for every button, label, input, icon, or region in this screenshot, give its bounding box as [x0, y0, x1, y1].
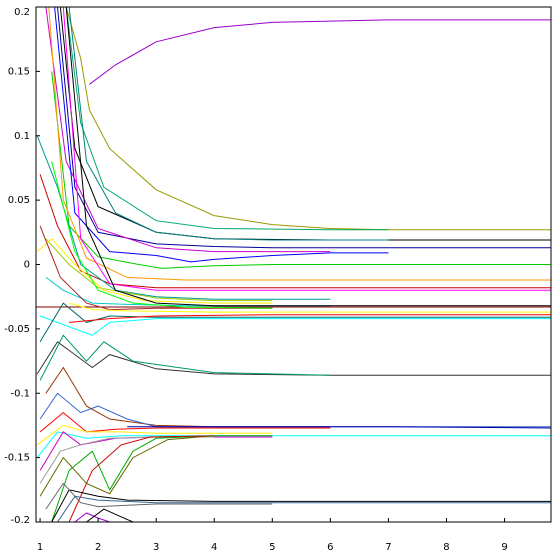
y-tick-label: 0.2 — [14, 7, 30, 18]
series-line-39 — [57, 495, 551, 522]
series-line-15 — [36, 238, 273, 304]
x-tick-label: 1 — [37, 542, 43, 553]
series-line-24 — [69, 314, 551, 323]
series-line-31 — [36, 424, 273, 446]
series-line-25 — [36, 341, 551, 376]
series-line-36 — [68, 435, 215, 522]
series-line-22 — [39, 315, 551, 336]
y-tick-label: -0.1 — [10, 388, 30, 399]
x-tick-label: 4 — [211, 542, 217, 553]
x-tick-label: 6 — [327, 542, 333, 553]
series-line-10 — [48, 7, 551, 281]
series-line-14 — [45, 238, 273, 302]
series-line-9 — [51, 71, 551, 269]
series-line-23 — [39, 302, 551, 343]
series-line-38 — [51, 489, 551, 522]
series-line-7 — [45, 7, 331, 253]
series-layer — [36, 7, 551, 522]
x-tick-label: 3 — [153, 542, 159, 553]
series-line-32 — [36, 431, 551, 458]
series-line-1 — [89, 19, 551, 85]
series-line-8 — [54, 7, 389, 263]
y-tick-label: 0.05 — [8, 195, 30, 206]
series-line-16 — [45, 276, 331, 307]
series-line-37 — [39, 435, 215, 497]
series-line-2 — [65, 7, 551, 231]
x-tick-label: 5 — [269, 542, 275, 553]
series-line-17 — [65, 7, 551, 307]
series-line-4 — [59, 7, 551, 241]
series-line-12 — [62, 7, 551, 291]
series-line-42 — [45, 482, 273, 510]
series-line-26 — [39, 334, 331, 381]
x-tick-label: 8 — [443, 542, 449, 553]
series-line-30 — [39, 411, 331, 433]
y-tick-label: 0.1 — [14, 131, 30, 142]
x-tick-label: 2 — [95, 542, 101, 553]
series-line-6 — [57, 7, 551, 249]
series-line-28 — [39, 392, 551, 428]
y-tick-label: -0.05 — [4, 324, 30, 335]
series-line-40 — [74, 512, 110, 522]
series-line-5 — [68, 7, 389, 241]
series-line-41 — [86, 508, 134, 522]
x-tick-label: 9 — [501, 542, 507, 553]
series-line-33 — [39, 431, 273, 471]
series-line-19 — [39, 225, 273, 311]
x-tick-label: 7 — [385, 542, 391, 553]
y-tick-label: -0.15 — [4, 453, 30, 464]
series-line-21 — [68, 302, 551, 313]
series-line-27 — [45, 366, 331, 428]
y-tick-label: -0.2 — [10, 515, 30, 526]
axis-layer: 0.2 0.15 0.1 0.05 0 -0.05 -0.1 -0.15 -0.2 1 2 3 4 5 6 7… — [4, 6, 552, 553]
y-tick-label: 0.15 — [8, 66, 30, 77]
series-line-29 — [127, 426, 551, 429]
series-line-35 — [51, 435, 273, 522]
series-line-11 — [39, 174, 551, 289]
series-line-3 — [65, 7, 389, 231]
series-line-20 — [51, 161, 273, 309]
y-tick-label: 0 — [24, 260, 30, 271]
